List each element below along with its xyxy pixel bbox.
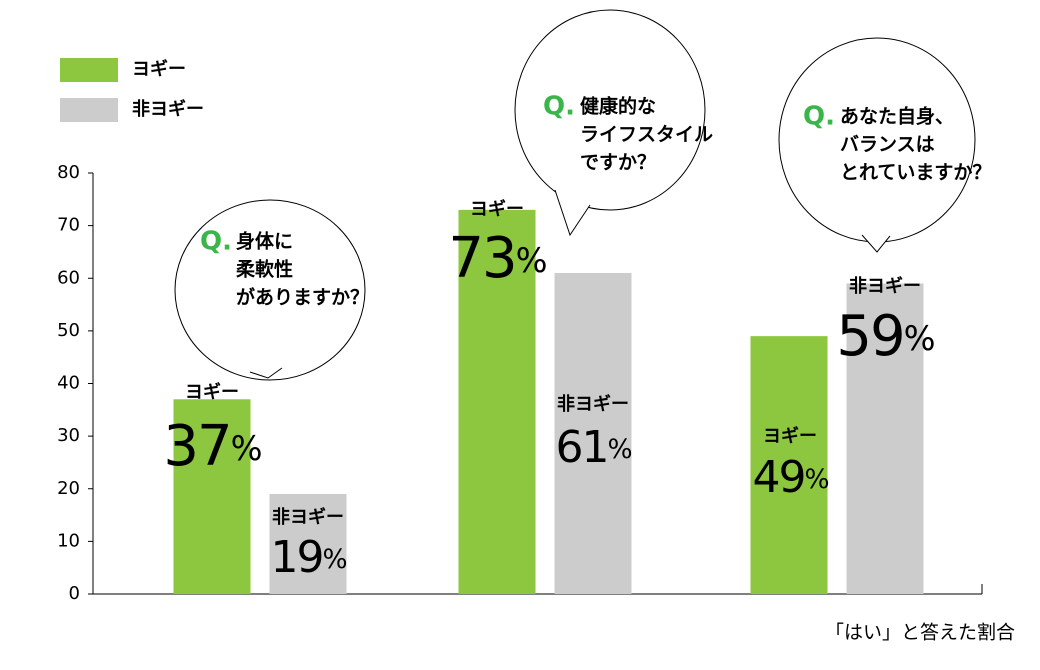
axis-label: 「はい」と答えた割合 [825,622,1015,644]
bar [846,283,924,594]
bar [458,209,536,594]
y-tick-label: 70 [57,215,80,236]
speech-bubble [514,9,706,211]
series-label: 非ヨギー [557,393,629,415]
question-line: 健康的な [580,95,656,118]
value-label: 61% [555,422,631,473]
y-tick-label: 30 [57,425,80,446]
question-line: ライフスタイル [580,124,713,146]
question-marker: Q. [803,102,835,132]
bar [173,399,251,594]
question-marker: Q. [200,227,232,257]
bubble-tail [554,189,591,237]
y-tick-label: 10 [57,530,80,551]
value-label: 73% [448,226,546,291]
legend-swatch [60,98,118,122]
question-line: あなた自身、 [840,105,954,128]
value-label: 59% [836,304,934,369]
series-label: ヨギー [470,199,524,220]
y-tick-label: 20 [57,478,80,499]
question-line: とれていますか？ [840,162,991,184]
bar [269,494,347,594]
legend-label: 非ヨギー [132,98,204,120]
question-line: がありますか？ [236,286,369,309]
value-label: 37% [163,414,261,479]
bubble-tail [861,234,891,253]
y-tick-label: 0 [69,583,80,604]
y-tick-label: 80 [57,162,80,183]
y-tick-label: 40 [57,373,80,394]
y-tick-label: 50 [57,320,80,341]
value-label: 19% [270,532,346,583]
question-line: 身体に [236,230,293,253]
question-line: バランスは [840,134,935,156]
series-label: 非ヨギー [272,506,344,528]
question-line: 柔軟性 [236,258,293,281]
y-tick-label: 60 [57,267,80,288]
bubble-tail [249,367,283,379]
value-label: 49% [752,452,828,503]
legend-label: ヨギー [132,59,186,80]
series-label: ヨギー [185,382,239,403]
series-label: ヨギー [763,426,817,447]
speech-bubble [174,199,366,381]
bar [750,336,828,594]
question-line: ですか？ [580,152,656,174]
bar [554,272,632,594]
question-marker: Q. [543,92,575,122]
legend-swatch [60,58,118,82]
series-label: 非ヨギー [849,275,921,297]
